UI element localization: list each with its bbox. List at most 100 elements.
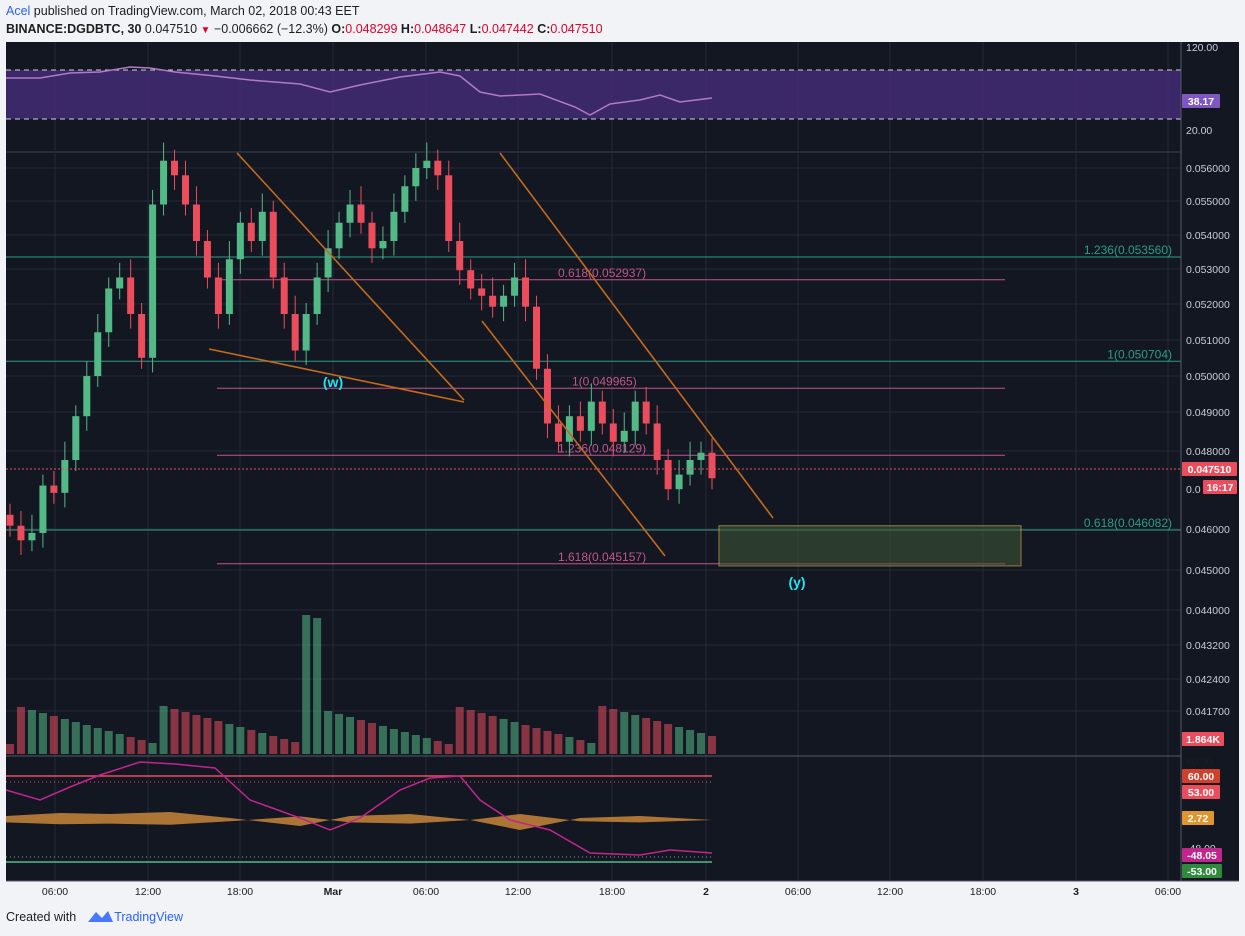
open-value: 0.048299: [345, 22, 398, 36]
candle-body: [543, 368, 551, 424]
time-tick-label: 06:00: [413, 886, 439, 898]
time-tick-label: 06:00: [1155, 886, 1181, 898]
candle-body: [105, 288, 113, 333]
volume-bar: [335, 714, 344, 754]
volume-bar: [653, 721, 662, 754]
volume-bars: [6, 615, 716, 754]
price-tick-label: 0.055000: [1186, 196, 1230, 208]
volume-bar: [82, 725, 91, 754]
candle-body: [653, 423, 661, 460]
publish-header: Acel published on TradingView.com, March…: [6, 4, 359, 18]
price-tick-label: 0.043200: [1186, 640, 1230, 652]
trend-line-w-lower: [208, 348, 465, 403]
volume-bar: [477, 713, 486, 754]
rsi-line: [6, 66, 713, 116]
candle-body: [708, 452, 716, 479]
volume-bar: [378, 726, 387, 754]
down-arrow-icon: ▼: [200, 25, 211, 36]
candle-body: [94, 332, 102, 377]
candle-body: [291, 314, 299, 351]
time-tick-label: 2: [703, 886, 709, 898]
author-link[interactable]: Acel: [6, 4, 31, 18]
candles: [6, 142, 716, 555]
candle-body: [631, 401, 639, 431]
volume-bar: [269, 736, 278, 754]
candle-body: [72, 416, 80, 460]
volume-bar: [258, 733, 267, 754]
candle-body: [664, 460, 672, 490]
rsi-tick-label: 20.00: [1186, 125, 1212, 137]
candle-body: [335, 222, 343, 249]
volume-bar: [280, 739, 289, 754]
volume-bar: [598, 706, 607, 754]
high-value: 0.048647: [414, 22, 467, 36]
rsi-tick-label: 120.00: [1186, 42, 1218, 54]
volume-bar: [499, 719, 508, 754]
candle-body: [379, 241, 387, 249]
volume-bar: [27, 710, 36, 754]
osc-line: [5, 761, 713, 856]
volume-bar: [60, 719, 69, 754]
candle-body: [467, 270, 475, 289]
time-tick-label: Mar: [324, 886, 343, 898]
volume-bar: [346, 717, 355, 754]
created-with-text: Created with: [6, 910, 77, 924]
volume-bar: [159, 706, 168, 754]
candle-body: [423, 160, 431, 168]
low-label: L:: [469, 22, 482, 36]
volume-bar: [71, 722, 80, 754]
candle-body: [565, 416, 573, 442]
volume-bar: [609, 709, 618, 754]
wave-label-y: (y): [788, 574, 805, 590]
volume-bar: [38, 713, 47, 754]
candle-body: [401, 186, 409, 212]
chart-background: [6, 42, 1181, 881]
fib-level-label: 1.618(0.045157): [558, 550, 646, 564]
volume-bar: [137, 740, 146, 754]
fib-level-label: 1.236(0.053560): [1084, 243, 1172, 257]
volume-bar: [170, 709, 179, 754]
fib-level-label: 1(0.049965): [572, 374, 637, 388]
candle-body: [302, 314, 310, 351]
candle-body: [609, 423, 617, 442]
last-price: 0.047510: [144, 22, 198, 36]
price-badges: 38.17 0.047510 16:17 1.864K 60.00 53.00 2.72 -4…: [1182, 94, 1237, 878]
close-label: C:: [537, 22, 551, 36]
candle-body: [478, 288, 486, 296]
time-tick-label: 06:00: [785, 886, 811, 898]
candle-body: [127, 277, 135, 314]
last-price-badge-text: 0.047510: [1188, 464, 1232, 476]
candle-body: [28, 533, 36, 541]
tradingview-link[interactable]: TradingView: [114, 910, 183, 924]
candle-body: [61, 460, 69, 493]
volume-bar: [400, 732, 409, 754]
volume-bar: [291, 742, 300, 754]
volume-bar: [104, 731, 113, 754]
time-tick-label: 18:00: [970, 886, 996, 898]
volume-bar: [631, 715, 640, 754]
candle-body: [533, 306, 540, 369]
volume-bar: [532, 728, 541, 754]
volume-bar: [225, 724, 234, 754]
osc-tick-label: 80.00: [1186, 756, 1212, 768]
volume-bar: [148, 743, 157, 754]
volume-bar: [620, 712, 629, 754]
osc-badge-60: [1182, 769, 1220, 783]
price-tick-label: 0.042400: [1186, 674, 1230, 686]
osc-badge-value-text: 2.72: [1188, 813, 1209, 825]
volume-bar: [675, 727, 684, 754]
candle-body: [522, 277, 530, 307]
candle-body: [620, 430, 628, 442]
volume-bar: [554, 734, 563, 754]
candle-body: [500, 295, 508, 307]
price-tick-label: 0.052000: [1186, 299, 1230, 311]
wave-labels: (w) (y): [323, 374, 806, 590]
published-text: published on TradingView.com, March 02, …: [30, 4, 360, 18]
volume-bar: [455, 707, 464, 754]
price-tick-label: 0.041700: [1186, 706, 1230, 718]
volume-bar: [565, 737, 574, 754]
price-tick-label: 0.053000: [1186, 264, 1230, 276]
time-tick-label: 06:00: [42, 886, 68, 898]
candle-body: [313, 277, 321, 314]
